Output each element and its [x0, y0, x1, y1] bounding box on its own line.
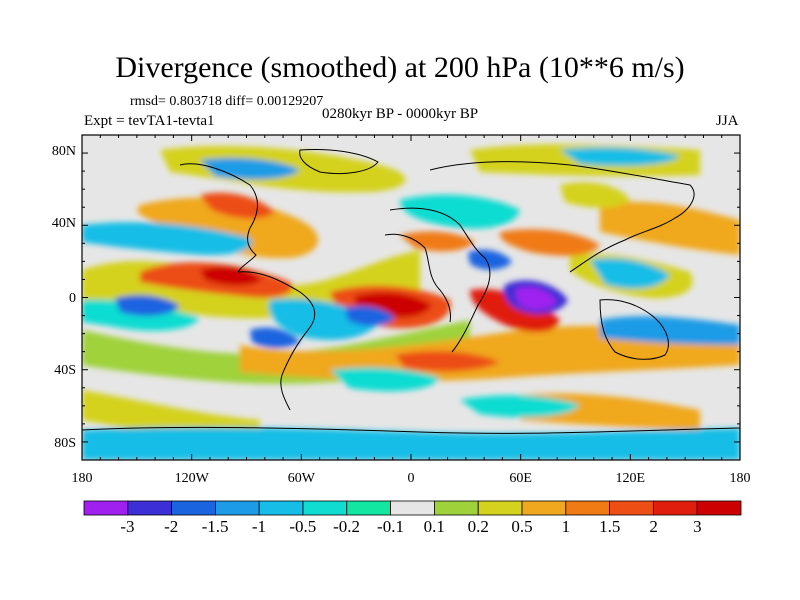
x-tick-label: 60W — [288, 471, 316, 486]
colorbar-label: -2 — [164, 517, 178, 536]
y-tick-label: 80N — [52, 144, 76, 159]
colorbar-swatch — [653, 500, 698, 516]
colorbar-label: 2 — [649, 517, 658, 536]
colorbar-swatch — [433, 500, 479, 516]
colorbar-label: -3 — [120, 517, 134, 536]
y-tick-label: 0 — [69, 291, 76, 306]
rmsd-diff-stats: rmsd= 0.803718 diff= 0.00129207 — [130, 94, 324, 109]
y-tick-label: 80S — [54, 436, 76, 451]
y-axis: 80N 40N 0 40S 80S — [52, 144, 76, 451]
y-tick-label: 40S — [54, 363, 76, 378]
x-tick-label: 120W — [175, 471, 210, 486]
colorbar-swatch — [477, 500, 523, 516]
x-tick-label: 180 — [730, 471, 751, 486]
colorbar-label: 0.5 — [511, 517, 532, 536]
season-label: JJA — [716, 113, 739, 129]
x-axis: 180 120W 60W 0 60E 120E 180 — [72, 471, 751, 486]
colorbar-swatch — [696, 500, 742, 516]
colorbar-label: -1 — [252, 517, 266, 536]
colorbar-label: 0.1 — [424, 517, 445, 536]
period-label: 0280kyr BP - 0000kyr BP — [322, 106, 479, 122]
colorbar-swatch — [258, 500, 304, 516]
colorbar-label: 3 — [693, 517, 702, 536]
divergence-field — [82, 135, 740, 460]
colorbar — [83, 500, 742, 516]
colorbar-swatch — [171, 500, 216, 516]
colorbar-swatch — [127, 500, 173, 516]
x-tick-label: 60E — [509, 471, 532, 486]
colorbar-label: -1.5 — [202, 517, 229, 536]
colorbar-swatch — [521, 500, 567, 516]
colorbar-swatch — [609, 500, 654, 516]
experiment-label: Expt = tevTA1-tevta1 — [84, 113, 215, 129]
plot-title: Divergence (smoothed) at 200 hPa (10**6 … — [115, 51, 685, 84]
x-tick-label: 0 — [408, 471, 415, 486]
colorbar-label: -0.2 — [333, 517, 360, 536]
colorbar-swatch — [302, 500, 348, 516]
colorbar-label: 1 — [562, 517, 571, 536]
colorbar-swatch — [83, 500, 129, 516]
colorbar-labels: -3 -2 -1.5 -1 -0.5 -0.2 -0.1 0.1 0.2 0.5… — [120, 517, 701, 536]
axis-ticks — [81, 134, 741, 461]
colorbar-swatch — [390, 500, 435, 516]
colorbar-label: 0.2 — [468, 517, 489, 536]
colorbar-swatch — [565, 500, 610, 516]
colorbar-swatch — [214, 500, 260, 516]
colorbar-swatch — [346, 500, 391, 516]
colorbar-label: 1.5 — [599, 517, 620, 536]
coastlines — [82, 149, 740, 434]
x-tick-label: 180 — [72, 471, 93, 486]
y-tick-label: 40N — [52, 216, 76, 231]
colorbar-label: -0.1 — [377, 517, 404, 536]
x-tick-label: 120E — [616, 471, 646, 486]
colorbar-label: -0.5 — [289, 517, 316, 536]
